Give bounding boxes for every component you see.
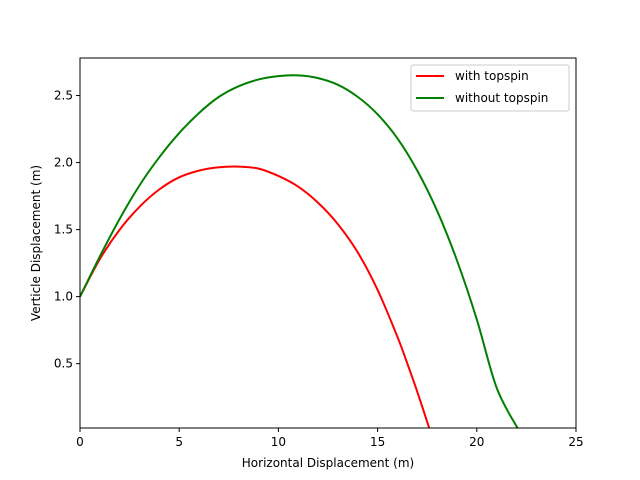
legend-box <box>410 64 570 112</box>
x-axis-label: Horizontal Displacement (m) <box>242 456 414 470</box>
y-tick-label: 0.5 <box>54 357 73 371</box>
y-tick-label: 2.5 <box>54 89 73 103</box>
x-tick-label: 5 <box>175 435 183 449</box>
x-tick-label: 20 <box>469 435 484 449</box>
y-tick-label: 1.5 <box>54 223 73 237</box>
y-tick-label: 2.0 <box>54 156 73 170</box>
legend: with topspin without topspin <box>410 64 570 112</box>
plot-area-frame <box>79 57 577 429</box>
x-tick-label: 15 <box>370 435 385 449</box>
x-tick-label: 25 <box>568 435 583 449</box>
x-axis: 0 5 10 15 20 25 <box>76 428 584 449</box>
legend-label-without-topspin: without topspin <box>455 91 548 105</box>
series-layer <box>80 74 519 428</box>
series-line-without-topspin <box>80 74 519 428</box>
x-tick-label: 10 <box>271 435 286 449</box>
y-tick-label: 1.0 <box>54 290 73 304</box>
y-axis-label: Verticle Displacement (m) <box>29 165 43 321</box>
y-axis: 0.5 1.0 1.5 2.0 2.5 <box>54 89 80 371</box>
legend-label-with-topspin: with topspin <box>455 69 529 83</box>
x-tick-label: 0 <box>76 435 84 449</box>
series-line-with-topspin <box>80 165 431 428</box>
